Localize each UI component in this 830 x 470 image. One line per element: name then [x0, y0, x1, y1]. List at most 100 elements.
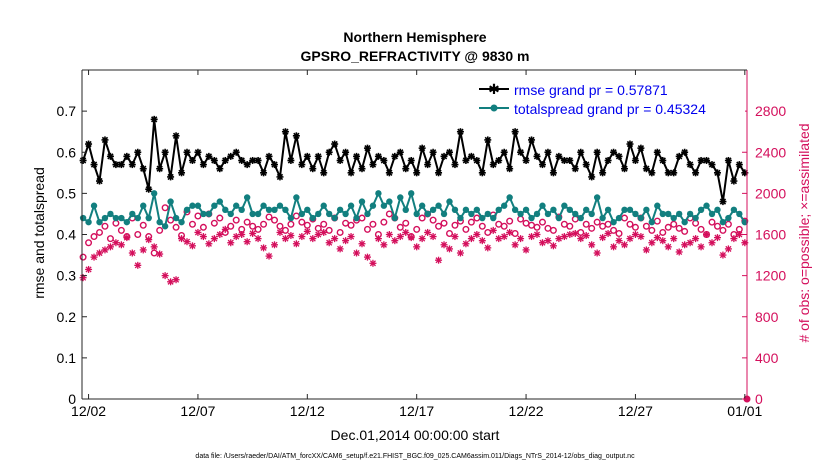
obs-assimilated-point [686, 239, 694, 247]
obs-possible-point [697, 225, 705, 233]
obs-assimilated-point [500, 233, 508, 241]
rmse-point [533, 152, 541, 160]
totalspread-point [533, 210, 541, 218]
rmse-point [528, 136, 536, 144]
obs-assimilated-point [697, 243, 705, 251]
obs-assimilated-point [538, 239, 546, 247]
totalspread-point [238, 206, 245, 214]
obs-possible-point [90, 233, 98, 241]
obs-assimilated-point [560, 233, 568, 241]
totalspread-point [725, 214, 732, 222]
rmse-point [517, 148, 525, 156]
rmse-point [653, 148, 661, 156]
obs-possible-point [85, 239, 93, 247]
obs-assimilated-point [506, 228, 514, 236]
obs-possible-point [446, 229, 454, 237]
totalspread-point [194, 202, 202, 209]
obs-possible-point [254, 225, 262, 233]
obs-assimilated-point [347, 233, 355, 241]
obs-assimilated-point [139, 246, 147, 254]
obs-assimilated-point [517, 235, 525, 243]
totalspread-point [741, 218, 749, 226]
obs-assimilated-point [172, 276, 180, 284]
legend-spread-label: totalspread grand pr = 0.45324 [514, 101, 706, 117]
y-tick-left-label: 0.2 [57, 309, 77, 325]
rmse-point [161, 148, 169, 156]
obs-possible-point [320, 220, 328, 228]
y-tick-right-label: 1200 [755, 268, 786, 284]
totalspread-point [161, 223, 169, 230]
rmse-point [435, 169, 443, 177]
totalspread-point [282, 206, 289, 214]
legend: ✱ rmse grand pr = 0.57871 totalspread gr… [475, 78, 745, 118]
obs-possible-point [506, 217, 514, 225]
obs-assimilated-point [254, 235, 262, 243]
totalspread-point [495, 206, 502, 214]
obs-assimilated-point [281, 235, 289, 243]
totalspread-point [528, 214, 535, 222]
rmse-point [232, 148, 240, 156]
totalspread-point [243, 194, 251, 201]
obs-assimilated-point [210, 235, 218, 243]
totalspread-point [457, 214, 464, 222]
rmse-point [402, 165, 410, 173]
rmse-point [593, 148, 601, 156]
rmse-point [681, 148, 689, 156]
x-tick-label: 12/17 [399, 403, 434, 419]
obs-assimilated-point [161, 272, 169, 280]
totalspread-point [654, 202, 661, 209]
obs-assimilated-point [593, 249, 601, 257]
totalspread-point [156, 218, 163, 226]
totalspread-point [331, 214, 338, 222]
totalspread-point [276, 202, 284, 209]
obs-assimilated-point [522, 246, 530, 254]
rmse-point [626, 140, 634, 148]
rmse-point [353, 152, 361, 160]
obs-assimilated-point [101, 246, 109, 254]
rmse-point [686, 161, 694, 169]
obs-assimilated-point [719, 251, 727, 259]
totalspread-point [572, 210, 579, 218]
x-tick-label: 12/22 [509, 403, 544, 419]
obs-possible-point [271, 216, 279, 224]
obs-possible-point [210, 219, 218, 227]
obs-assimilated-point [369, 259, 377, 267]
obs-possible-point [292, 212, 300, 220]
obs-assimilated-point [713, 234, 721, 242]
obs-possible-point [79, 253, 87, 261]
obs-assimilated-point [413, 243, 421, 251]
obs-assimilated-point [653, 234, 661, 242]
obs-assimilated-point [571, 229, 579, 237]
rmse-point [544, 148, 552, 156]
rmse-point [506, 165, 514, 173]
y-tick-right-label: 0 [755, 391, 763, 407]
obs-assimilated-point [90, 253, 98, 261]
totalspread-point [730, 206, 738, 214]
totalspread-point [708, 210, 716, 218]
obs-assimilated-point [621, 241, 628, 249]
obs-possible-point [134, 230, 142, 238]
rmse-point [117, 161, 125, 169]
totalspread-point [692, 214, 699, 222]
obs-assimilated-point [380, 241, 388, 249]
rmse-point [713, 169, 721, 177]
rmse-point [675, 152, 683, 160]
obs-assimilated-point [265, 252, 273, 260]
y-tick-left-label: 0.1 [57, 350, 77, 366]
rmse-point [106, 152, 114, 160]
obs-assimilated-point [325, 239, 333, 247]
obs-possible-point [451, 221, 459, 229]
obs-assimilated-point [183, 238, 191, 246]
obs-assimilated-point [276, 228, 284, 236]
obs-possible-point [385, 210, 393, 218]
rmse-point [156, 165, 164, 173]
totalspread-point [577, 214, 584, 222]
totalspread-point [287, 214, 295, 222]
y-tick-left-label: 0.6 [57, 144, 77, 160]
totalspread-point [626, 206, 634, 214]
x-tick-label: 12/07 [180, 403, 215, 419]
rmse-point [85, 140, 93, 148]
rmse-point [648, 169, 656, 177]
obs-assimilated-point [664, 243, 672, 251]
obs-assimilated-point [221, 225, 229, 233]
